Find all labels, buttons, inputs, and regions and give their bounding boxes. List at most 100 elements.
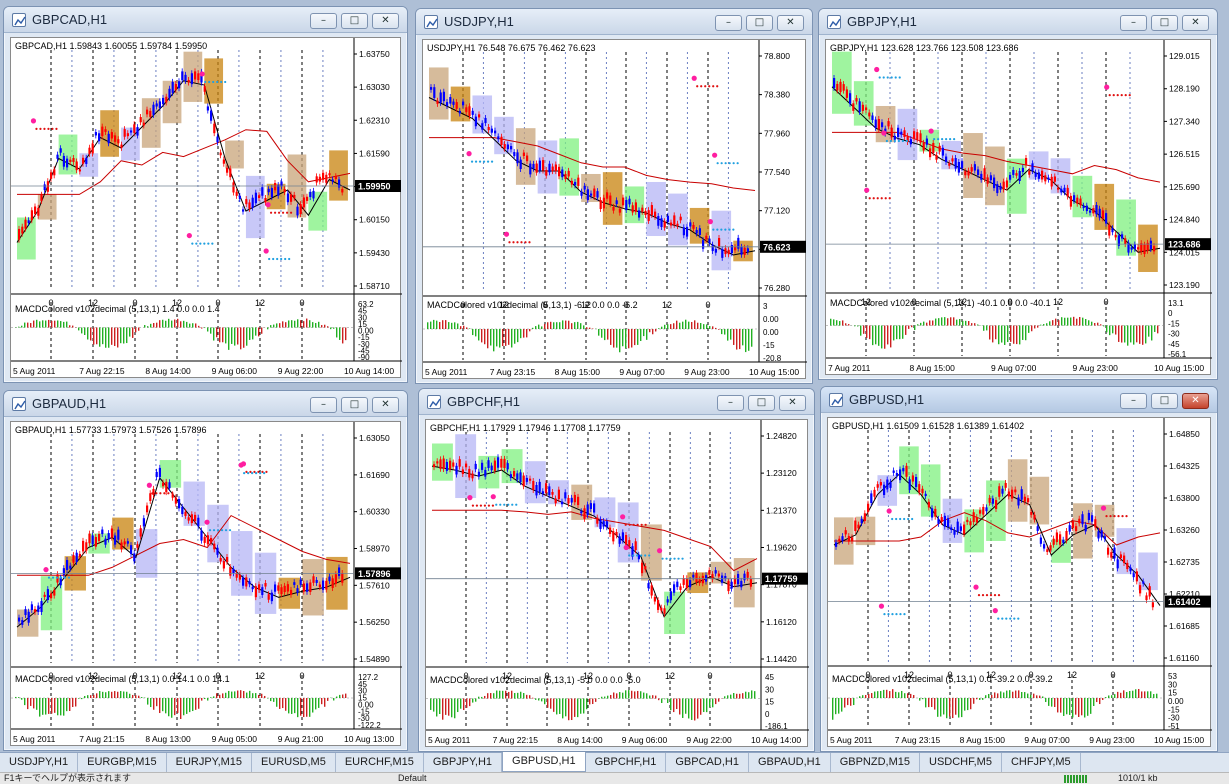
signal-dot — [894, 76, 897, 79]
candle-body — [734, 247, 737, 251]
signal-dot — [933, 137, 936, 141]
chart-client-area[interactable]: 0 12 0 12 0 12 0 78.800 78.380 77.960 77.540 77.120… — [422, 39, 807, 380]
macd-bar — [1100, 324, 1102, 326]
macd-bar — [1094, 322, 1096, 326]
chart-window-usdjpy[interactable]: USDJPY,H1 – □ ✕ 0 12 0 12 0 12 0 78.800 78.380 77… — [415, 8, 813, 384]
macd-bar — [72, 325, 74, 328]
tab-usdchf-m5[interactable]: USDCHF,M5 — [920, 753, 1002, 772]
minimize-button[interactable]: – — [717, 395, 744, 411]
macd-bar — [893, 325, 895, 341]
window-titlebar[interactable]: GBPUSD,H1 – □ ✕ — [821, 387, 1217, 413]
candle-body — [94, 537, 97, 547]
macd-bar — [487, 693, 489, 699]
tab-gbpusd-h1[interactable]: GBPUSD,H1 — [502, 752, 586, 772]
macd-bar — [613, 329, 615, 348]
price-chart[interactable]: 0 12 0 12 0 12 01.248201.231201.213701.196201.… — [426, 420, 809, 748]
price-axis-label: 1.58710 — [359, 281, 390, 291]
chart-window-gbpaud[interactable]: GBPAUD,H1 – □ ✕ 0 12 0 12 0 12 0 1.63050 1.61690… — [3, 390, 408, 751]
chart-client-area[interactable]: 0 12 0 12 0 12 0 1.64850 1.64325 1.63800 1.63260 1.… — [827, 417, 1212, 748]
candle-body — [232, 568, 235, 574]
status-traffic: 1010/1 kb — [1118, 773, 1158, 783]
restore-button[interactable]: □ — [748, 395, 775, 411]
tab-eurchf-m15[interactable]: EURCHF,M15 — [336, 753, 424, 772]
macd-bar — [499, 690, 501, 699]
window-titlebar[interactable]: GBPJPY,H1 – □ ✕ — [819, 9, 1217, 35]
restore-button[interactable]: □ — [1151, 393, 1178, 409]
chart-window-gbpcad[interactable]: GBPCAD,H1 – □ ✕ 0 12 0 12 0 12 0 1.63750 1.63030… — [3, 6, 408, 383]
minimize-button[interactable]: – — [1120, 15, 1147, 31]
candle-body — [509, 474, 512, 478]
chart-client-area[interactable]: 0 12 0 12 0 12 0 1.63050 1.61690 1.60330 1.58970 1.… — [10, 421, 402, 747]
macd-bar — [114, 691, 116, 698]
close-button[interactable]: ✕ — [779, 395, 806, 411]
date-axis-label: 9 Aug 22:00 — [686, 735, 732, 745]
restore-button[interactable]: □ — [341, 13, 368, 29]
tab-gbpcad-h1[interactable]: GBPCAD,H1 — [666, 753, 749, 772]
candle-body — [306, 196, 309, 201]
macd-bar — [703, 324, 705, 329]
close-button[interactable]: ✕ — [372, 397, 399, 413]
candle-body — [219, 152, 222, 156]
tab-gbpchf-h1[interactable]: GBPCHF,H1 — [586, 753, 667, 772]
macd-bar — [556, 322, 558, 329]
signal-dot — [167, 492, 170, 495]
window-titlebar[interactable]: GBPAUD,H1 – □ ✕ — [4, 391, 407, 417]
price-chart[interactable]: 0 12 0 12 0 12 01.630501.616901.603301.589701.… — [11, 422, 402, 747]
close-button[interactable]: ✕ — [1182, 15, 1209, 31]
tab-eurjpy-m15[interactable]: EURJPY,M15 — [167, 753, 253, 772]
macd-bar — [664, 698, 666, 700]
chart-client-area[interactable]: 12 0 12 0 12 0 129.015 128.190 127.340 126.515 125… — [825, 39, 1212, 376]
chart-client-area[interactable]: 0 12 0 12 0 12 0 1.24820 1.23120 1.21370 1.19620 1.… — [425, 419, 809, 748]
price-chart[interactable]: 0 12 0 12 0 12 01.648501.643251.638001.632601.… — [828, 418, 1212, 748]
macd-bar — [117, 327, 119, 348]
restore-button[interactable]: □ — [746, 15, 773, 31]
signal-dot — [220, 80, 223, 84]
macd-axis-label: 53 — [1168, 672, 1177, 681]
tab-eurusd-m5[interactable]: EURUSD,M5 — [252, 753, 336, 772]
minimize-button[interactable]: – — [310, 13, 337, 29]
minimize-button[interactable]: – — [1120, 393, 1147, 409]
hour-label: 12 — [502, 671, 512, 681]
macd-bar — [57, 698, 59, 716]
candle-body — [919, 133, 922, 143]
chart-window-gbpjpy[interactable]: GBPJPY,H1 – □ ✕ 12 0 12 0 12 0 129.015 128.190 1… — [818, 8, 1218, 380]
minimize-button[interactable]: – — [715, 15, 742, 31]
macd-bar — [1004, 325, 1006, 345]
tab-chfjpy-m5[interactable]: CHFJPY,M5 — [1002, 753, 1081, 772]
price-chart[interactable]: 0 12 0 12 0 12 078.80078.38077.96077.54077.120… — [423, 40, 807, 380]
minimize-button[interactable]: – — [310, 397, 337, 413]
macd-bar — [661, 698, 663, 703]
chart-window-gbpusd[interactable]: GBPUSD,H1 – □ ✕ 0 12 0 12 0 12 0 1.64850 1.64325… — [820, 386, 1218, 752]
chart-window-gbpchf[interactable]: GBPCHF,H1 – □ ✕ 0 12 0 12 0 12 0 1.24820 1.23120… — [418, 388, 815, 752]
candle-body — [142, 122, 145, 126]
candle-body — [293, 582, 296, 585]
tab-gbpjpy-h1[interactable]: GBPJPY,H1 — [424, 753, 503, 772]
signal-dot — [479, 504, 483, 507]
window-titlebar[interactable]: USDJPY,H1 – □ ✕ — [416, 9, 812, 35]
restore-button[interactable]: □ — [1151, 15, 1178, 31]
close-button[interactable]: ✕ — [372, 13, 399, 29]
close-button[interactable]: ✕ — [777, 15, 804, 31]
candle-body — [1142, 581, 1145, 584]
macd-bar — [935, 318, 937, 326]
signal-dot — [889, 139, 892, 143]
window-titlebar[interactable]: GBPCAD,H1 – □ ✕ — [4, 7, 407, 33]
close-button[interactable]: ✕ — [1182, 393, 1209, 409]
price-axis-label: 1.24820 — [766, 431, 797, 441]
candle-body — [107, 133, 110, 144]
macd-bar — [964, 698, 966, 711]
window-titlebar[interactable]: GBPCHF,H1 – □ ✕ — [419, 389, 814, 415]
macd-bar — [1111, 695, 1113, 698]
chart-client-area[interactable]: 0 12 0 12 0 12 0 1.63750 1.63030 1.62310 1.61590 1.… — [10, 37, 402, 379]
macd-bar — [45, 698, 47, 715]
tab-gbpaud-h1[interactable]: GBPAUD,H1 — [749, 753, 831, 772]
price-chart[interactable]: 0 12 0 12 0 12 01.637501.630301.623101.615901.… — [11, 38, 402, 379]
candle-body — [277, 185, 280, 196]
price-header: GBPUSD,H1 1.61509 1.61528 1.61389 1.6140… — [832, 421, 1025, 431]
price-chart[interactable]: 12 0 12 0 12 0129.015128.190127.340126.515125… — [826, 40, 1212, 376]
tab-gbpnzd-m15[interactable]: GBPNZD,M15 — [831, 753, 920, 772]
restore-button[interactable]: □ — [341, 397, 368, 413]
candle-body — [331, 179, 334, 182]
tab-eurgbp-m15[interactable]: EURGBP,M15 — [78, 753, 167, 772]
tab-usdjpy-h1[interactable]: USDJPY,H1 — [0, 753, 79, 772]
